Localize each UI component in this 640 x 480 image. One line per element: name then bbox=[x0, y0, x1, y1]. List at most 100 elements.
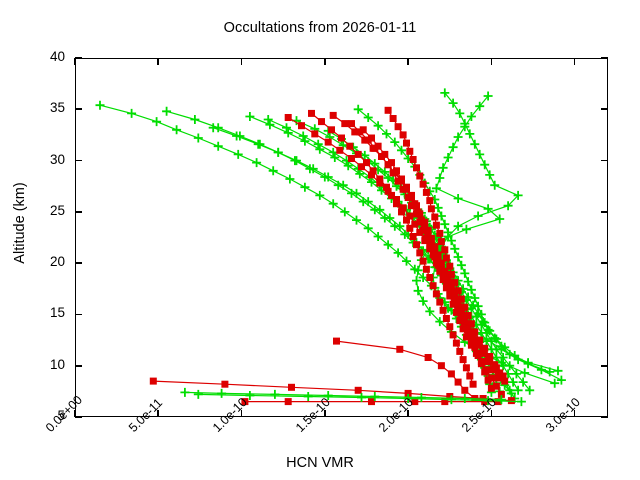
data-point-marker bbox=[453, 252, 463, 262]
data-point-marker bbox=[406, 224, 414, 232]
data-point-marker bbox=[253, 139, 263, 149]
x-tick-mark bbox=[324, 410, 326, 417]
series-line bbox=[249, 115, 559, 372]
data-point-marker bbox=[503, 201, 513, 211]
data-point-marker bbox=[416, 393, 426, 402]
data-point-marker bbox=[432, 221, 440, 229]
data-point-marker bbox=[318, 118, 325, 126]
data-point-marker bbox=[406, 212, 414, 220]
data-point-marker bbox=[416, 210, 424, 218]
data-point-marker bbox=[422, 265, 430, 273]
data-point-marker bbox=[483, 91, 493, 101]
data-point-marker bbox=[438, 163, 448, 173]
data-point-marker bbox=[352, 188, 361, 198]
data-point-marker bbox=[464, 312, 472, 319]
data-point-marker bbox=[442, 315, 450, 322]
data-point-marker bbox=[411, 220, 419, 228]
y-tick-mark bbox=[601, 211, 608, 213]
data-point-marker bbox=[484, 358, 492, 366]
data-point-marker bbox=[180, 387, 190, 397]
data-point-marker bbox=[424, 226, 432, 234]
data-point-marker bbox=[308, 109, 315, 117]
data-point-marker bbox=[152, 117, 162, 127]
y-tick-mark bbox=[601, 416, 608, 418]
y-tick-mark bbox=[601, 57, 608, 59]
data-point-marker bbox=[311, 130, 319, 138]
series-layer bbox=[95, 88, 566, 407]
data-point-marker bbox=[313, 139, 323, 149]
data-point-marker bbox=[413, 241, 420, 249]
data-point-marker bbox=[500, 342, 510, 352]
data-point-marker bbox=[499, 372, 507, 380]
data-point-marker bbox=[351, 128, 359, 136]
data-point-marker bbox=[545, 367, 555, 377]
data-point-marker bbox=[497, 390, 505, 398]
series-line bbox=[184, 391, 502, 401]
data-point-marker bbox=[450, 244, 460, 254]
y-tick-label: 5 bbox=[57, 408, 65, 423]
data-point-marker bbox=[298, 131, 308, 141]
data-point-marker bbox=[284, 398, 292, 406]
x-tick-mark bbox=[490, 58, 493, 65]
x-tick-mark bbox=[407, 410, 409, 417]
data-point-marker bbox=[419, 257, 427, 265]
data-point-marker bbox=[394, 123, 402, 131]
y-tick-mark bbox=[75, 211, 82, 213]
data-point-marker bbox=[460, 122, 470, 132]
y-tick-mark bbox=[75, 262, 82, 264]
data-point-marker bbox=[511, 369, 521, 379]
data-point-marker bbox=[494, 398, 502, 406]
data-point-marker bbox=[470, 293, 480, 303]
data-point-marker bbox=[480, 160, 490, 170]
data-point-marker bbox=[389, 115, 397, 122]
data-point-marker bbox=[315, 144, 325, 154]
data-point-marker bbox=[412, 276, 421, 286]
data-point-marker bbox=[463, 277, 473, 287]
data-point-marker bbox=[516, 397, 526, 407]
data-point-marker bbox=[284, 114, 292, 121]
data-point-marker bbox=[368, 171, 375, 179]
y-tick-label: 20 bbox=[49, 254, 65, 270]
data-point-marker bbox=[469, 333, 477, 341]
data-point-marker bbox=[370, 392, 380, 401]
data-point-marker bbox=[426, 274, 434, 281]
data-point-marker bbox=[358, 163, 365, 171]
data-point-marker bbox=[343, 161, 353, 171]
plot-canvas bbox=[95, 88, 566, 407]
x-tick-mark bbox=[74, 410, 76, 417]
data-point-marker bbox=[441, 398, 449, 406]
data-point-marker bbox=[398, 177, 405, 185]
data-point-marker bbox=[475, 149, 485, 159]
data-point-marker bbox=[444, 276, 452, 284]
data-point-marker bbox=[413, 265, 423, 275]
data-point-marker bbox=[374, 142, 382, 150]
data-point-marker bbox=[245, 112, 255, 121]
data-point-marker bbox=[446, 323, 454, 331]
data-point-marker bbox=[416, 172, 424, 180]
data-point-marker bbox=[447, 370, 455, 378]
data-point-marker bbox=[437, 362, 445, 370]
y-tick-mark bbox=[601, 159, 608, 162]
data-point-marker bbox=[285, 174, 295, 184]
data-point-marker bbox=[436, 298, 444, 306]
data-point-marker bbox=[440, 219, 450, 229]
data-point-marker bbox=[518, 377, 528, 387]
y-tick-mark bbox=[75, 364, 82, 367]
data-point-marker bbox=[494, 374, 502, 382]
data-point-marker bbox=[441, 246, 449, 254]
data-point-marker bbox=[363, 197, 373, 207]
data-series bbox=[245, 112, 563, 376]
data-point-marker bbox=[376, 175, 384, 183]
data-point-marker bbox=[406, 147, 414, 155]
data-point-marker bbox=[441, 267, 449, 275]
data-point-marker bbox=[447, 270, 455, 278]
x-tick-mark bbox=[240, 410, 243, 417]
data-point-marker bbox=[263, 115, 273, 124]
data-point-marker bbox=[292, 156, 301, 166]
x-tick-mark bbox=[407, 58, 409, 65]
data-point-marker bbox=[384, 161, 392, 169]
data-point-marker bbox=[348, 120, 355, 128]
data-point-marker bbox=[368, 134, 375, 142]
data-point-marker bbox=[443, 153, 453, 162]
y-tick-mark bbox=[601, 313, 608, 316]
